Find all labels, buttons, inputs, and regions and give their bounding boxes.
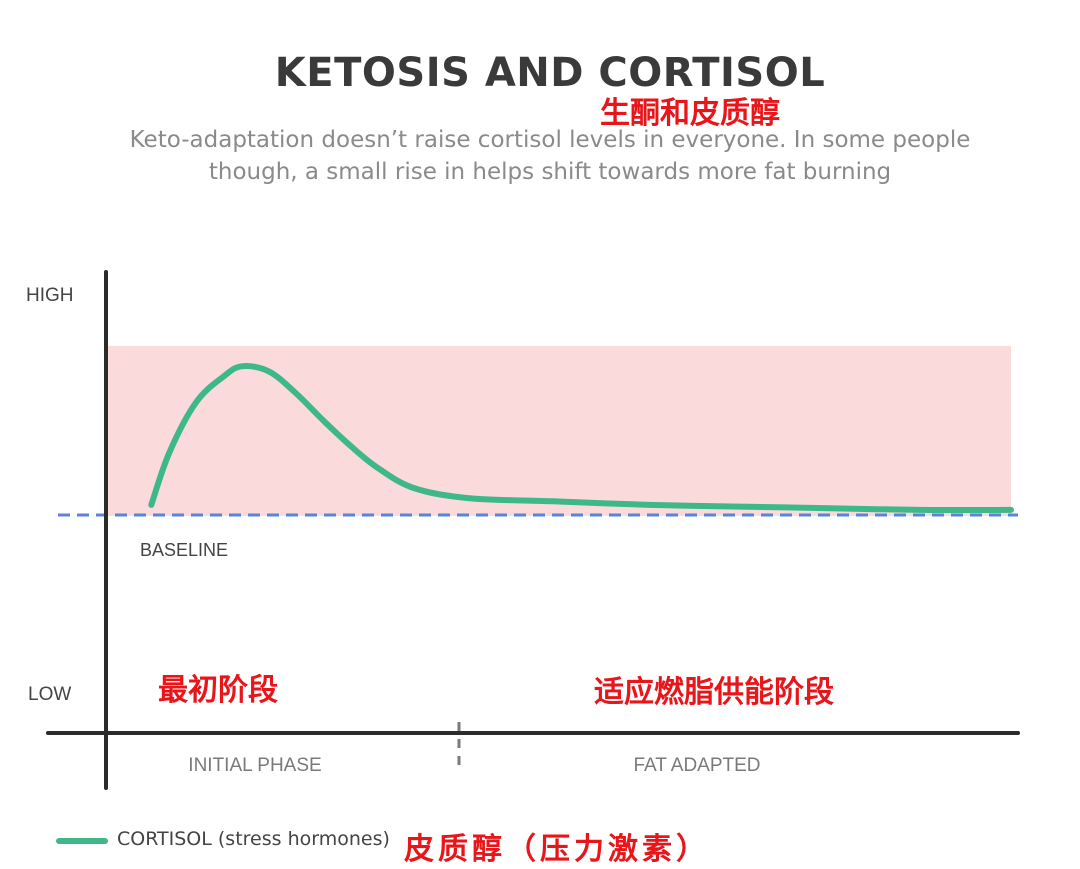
chart-subtitle: Keto-adaptation doesn’t raise cortisol l… — [120, 124, 980, 188]
chart-title: KETOSIS AND CORTISOL — [274, 50, 826, 96]
baseline-label: BASELINE — [140, 540, 228, 560]
phase-label-fat-adapted-cn: 适应燃脂供能阶段 — [594, 675, 834, 710]
elevated-band — [106, 346, 1011, 516]
cortisol-series-line — [148, 363, 1014, 514]
subtitle-line-2: though, a small rise in helps shift towa… — [208, 159, 892, 185]
y-tick-low: LOW — [28, 684, 71, 705]
phase-label-initial: INITIAL PHASE — [188, 755, 321, 776]
chart-title-cn: 生酮和皮质醇 — [600, 96, 780, 131]
legend-swatch — [56, 838, 108, 844]
phase-label-fat-adapted: FAT ADAPTED — [633, 755, 760, 776]
legend-label-cn: 皮质醇（压力激素） — [404, 832, 710, 867]
legend-label: CORTISOL (stress hormones) — [117, 828, 390, 850]
y-tick-high: HIGH — [26, 285, 74, 306]
phase-label-initial-cn: 最初阶段 — [158, 673, 278, 708]
subtitle-line-1: Keto-adaptation doesn’t raise cortisol l… — [129, 127, 971, 153]
